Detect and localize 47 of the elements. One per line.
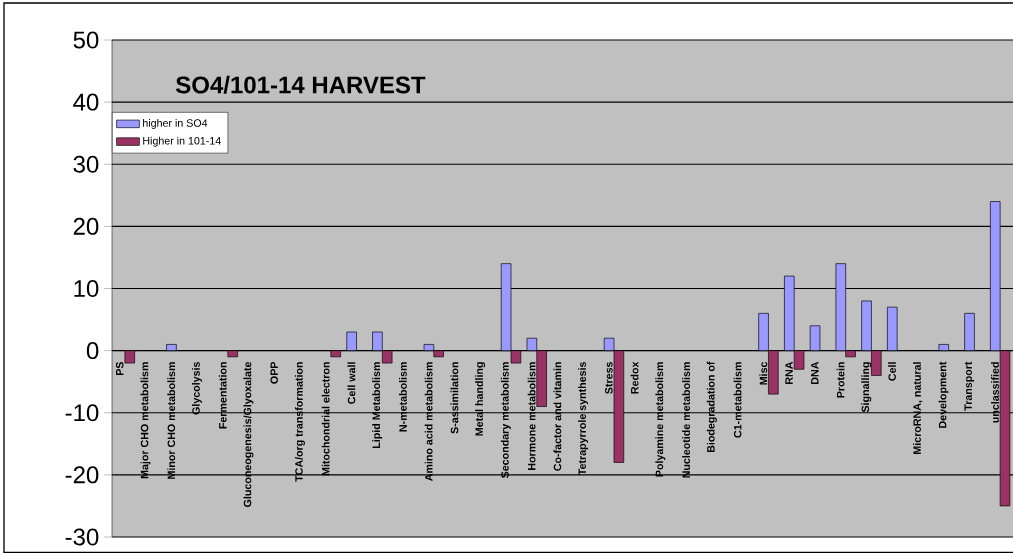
x-tick-label: Polyamine metabolism — [655, 362, 666, 477]
y-tick-label: -20 — [65, 466, 99, 484]
x-tick-label: Secondary metabolism — [500, 362, 511, 479]
x-tick-label: Cell — [888, 362, 896, 381]
x-tick-label: Protein — [836, 362, 845, 398]
x-tick-label: Transport — [964, 361, 975, 411]
x-tick-label: Mitochondrial electron — [321, 362, 330, 476]
x-tick-label: Nucleotide metabolism — [682, 362, 690, 478]
x-tick-label: MicroRNA, natural — [913, 362, 923, 454]
legend-label: higher in SO4 — [143, 119, 208, 129]
y-tick-label: -10 — [65, 404, 99, 422]
x-tick-label: Redox — [630, 361, 639, 394]
y-tick-label: 50 — [73, 31, 99, 49]
x-tick-label: Hormone metabolism — [527, 362, 536, 470]
legend-label: Higher in 101-14 — [143, 136, 221, 147]
y-tick-label: 10 — [74, 279, 99, 297]
x-tick-label: PS — [115, 361, 124, 376]
y-tick-label: 20 — [73, 217, 99, 235]
x-tick-label: Glycolysis — [191, 361, 202, 415]
x-tick-label: Misc — [759, 361, 768, 385]
x-tick-label: S-assimilation — [450, 362, 459, 434]
x-tick-label: Major CHO metabolism — [140, 362, 151, 479]
x-tick-label: Metal handling — [475, 362, 486, 436]
y-tick-label: 40 — [73, 93, 99, 111]
x-tick-label: Development — [938, 361, 949, 428]
x-tick-label: Signalling — [861, 362, 872, 413]
y-tick-label: 30 — [73, 155, 99, 173]
x-tick-label: Lipid Metabolism — [372, 362, 383, 448]
x-tick-label: TCA/org transformation — [294, 362, 305, 482]
x-tick-label: N-metabolism — [398, 362, 407, 432]
x-tick-label: Minor CHO metabolism — [167, 362, 176, 479]
y-tick-label: -30 — [65, 528, 99, 546]
y-tick-label: 0 — [86, 342, 99, 360]
x-tick-label: Fermentation — [218, 362, 227, 429]
x-tick-label: Tetrapyrrole synthesis — [578, 362, 589, 476]
x-tick-label: Gluconeogenesis/Glyoxalate — [243, 361, 254, 507]
x-tick-label: OPP — [270, 361, 278, 384]
x-tick-label: Amino acid metabolism — [424, 362, 433, 482]
x-tick-label: unclassified — [991, 362, 999, 423]
x-tick-label: Cell wall — [347, 362, 356, 404]
x-tick-label: Stress — [605, 362, 613, 394]
x-tick-label: DNA — [811, 361, 819, 384]
x-tick-label: Co-factor and vitamin — [553, 362, 562, 471]
x-tick-label: Biodegradation of — [706, 361, 717, 453]
text: SO4/101-14 HARVEST — [175, 75, 426, 94]
x-tick-label: RNA — [785, 361, 793, 384]
x-tick-label: C1-metabolism — [733, 362, 742, 438]
